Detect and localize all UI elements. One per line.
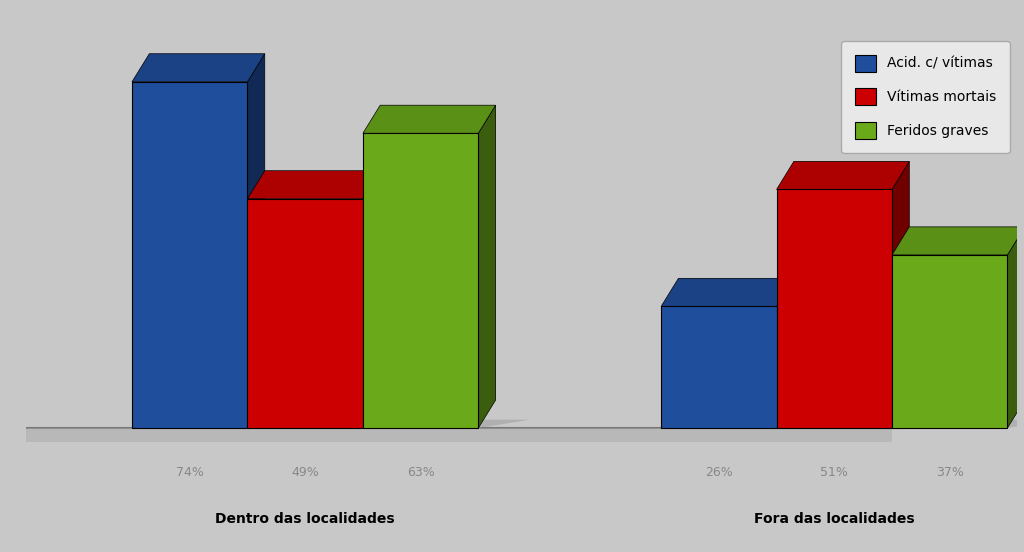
Legend: Acid. c/ vítimas, Vítimas mortais, Feridos graves: Acid. c/ vítimas, Vítimas mortais, Ferid… <box>841 41 1010 153</box>
Polygon shape <box>248 420 415 428</box>
Polygon shape <box>892 420 1024 428</box>
Text: 37%: 37% <box>936 465 964 479</box>
Polygon shape <box>662 420 828 428</box>
Polygon shape <box>776 161 909 189</box>
Bar <box>248 199 362 428</box>
Polygon shape <box>776 278 794 428</box>
Text: 26%: 26% <box>705 465 733 479</box>
Polygon shape <box>362 171 380 428</box>
Polygon shape <box>132 54 265 82</box>
Polygon shape <box>478 105 496 428</box>
Polygon shape <box>362 420 530 428</box>
Polygon shape <box>362 105 496 133</box>
Bar <box>132 82 248 428</box>
Bar <box>776 189 892 428</box>
Polygon shape <box>662 278 794 306</box>
Polygon shape <box>892 227 1024 255</box>
Bar <box>362 133 478 428</box>
Polygon shape <box>248 54 265 428</box>
Polygon shape <box>776 420 944 428</box>
Text: 51%: 51% <box>820 465 848 479</box>
Text: Fora das localidades: Fora das localidades <box>754 512 914 526</box>
Polygon shape <box>1008 227 1024 428</box>
Bar <box>27 428 892 442</box>
Bar <box>892 255 1008 428</box>
Polygon shape <box>132 420 299 428</box>
Text: 74%: 74% <box>176 465 204 479</box>
Text: 63%: 63% <box>407 465 434 479</box>
Polygon shape <box>892 161 909 428</box>
Bar <box>662 306 776 428</box>
Text: Dentro das localidades: Dentro das localidades <box>215 512 395 526</box>
Polygon shape <box>248 171 380 199</box>
Text: 49%: 49% <box>291 465 319 479</box>
